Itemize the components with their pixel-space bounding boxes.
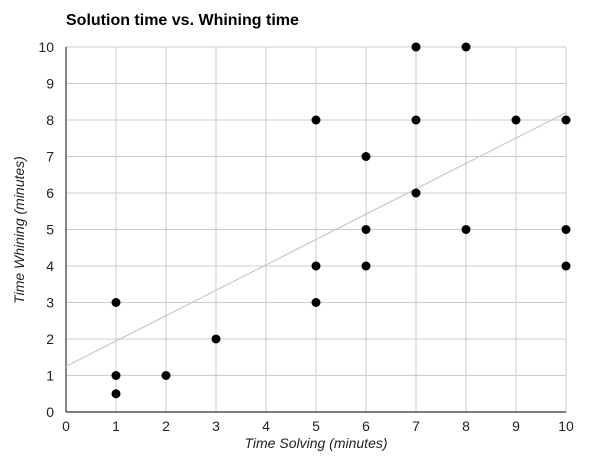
data-point [111, 298, 121, 307]
data-point [561, 115, 571, 125]
y-tick-label: 6 [46, 185, 54, 201]
data-point [111, 371, 121, 380]
data-point [511, 115, 521, 125]
trendline-layer [65, 112, 567, 367]
x-tick-label: 2 [162, 418, 170, 434]
data-point [561, 261, 571, 271]
axes [65, 47, 566, 413]
data-point [161, 371, 171, 380]
y-tick-label: 9 [46, 76, 54, 92]
x-axis-label: Time Solving (minutes) [244, 435, 387, 451]
y-tick-label: 0 [46, 404, 54, 420]
x-tick-label: 8 [462, 418, 470, 434]
y-tick-label: 7 [46, 149, 54, 165]
data-point [561, 225, 571, 234]
data-point [411, 115, 421, 125]
data-point [461, 225, 471, 234]
y-tick-label: 3 [46, 295, 54, 311]
data-point [461, 42, 471, 52]
x-tick-label: 4 [262, 418, 270, 434]
data-point [311, 298, 321, 307]
x-tick-label: 5 [312, 418, 320, 434]
data-point [411, 42, 421, 52]
x-tick-label: 7 [412, 418, 420, 434]
data-points [111, 42, 571, 399]
x-tick-label: 3 [212, 418, 220, 434]
data-point [311, 115, 321, 125]
y-tick-label: 5 [46, 222, 54, 238]
y-tick-label: 8 [46, 112, 54, 128]
data-point [111, 389, 121, 399]
y-tick-label: 10 [38, 39, 54, 55]
y-tick-label: 2 [46, 331, 54, 347]
data-point [361, 261, 371, 271]
y-axis-label: Time Whining (minutes) [11, 156, 27, 304]
x-tick-label: 1 [112, 418, 120, 434]
x-tick-label: 10 [558, 418, 574, 434]
x-tick-label: 6 [362, 418, 370, 434]
x-tick-label: 0 [62, 418, 70, 434]
data-point [361, 152, 371, 161]
y-tick-label: 4 [46, 258, 54, 274]
data-point [411, 188, 421, 198]
grid-lines [66, 46, 567, 412]
x-tick-label: 9 [512, 418, 520, 434]
tick-labels: 0 1 2 3 4 5 6 7 8 9 10 0 1 2 3 4 5 6 7 8 9 10 [38, 39, 574, 434]
data-point [361, 225, 371, 234]
trendline [65, 112, 567, 367]
data-point [311, 261, 321, 271]
chart-title: Solution time vs. Whining time [66, 12, 299, 29]
data-point [211, 334, 221, 344]
y-tick-label: 1 [46, 368, 54, 384]
